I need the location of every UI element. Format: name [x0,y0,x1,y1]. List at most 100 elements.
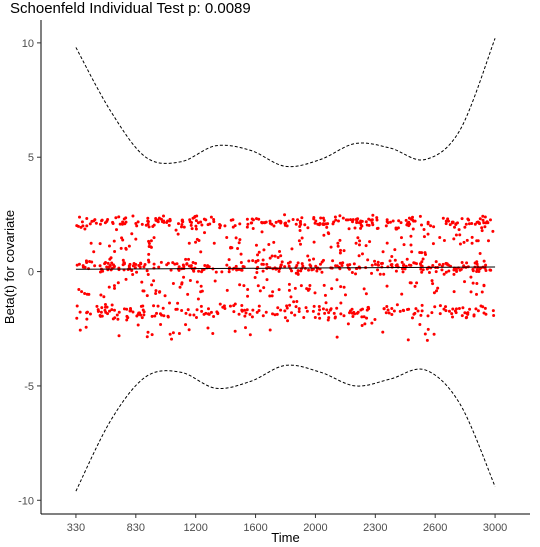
data-point [406,221,410,225]
data-point [122,307,126,311]
data-point [78,310,82,314]
data-point [99,310,103,314]
data-point [411,215,414,219]
data-point [261,262,265,266]
data-point [159,217,163,221]
data-point [268,328,272,332]
data-point [287,282,291,286]
data-point [283,265,287,269]
data-point [124,247,128,251]
data-point [323,293,327,297]
data-point [134,262,138,266]
data-point [85,224,89,228]
x-axis-title: Time [271,530,299,545]
data-point [294,222,298,226]
data-point [197,269,201,273]
data-point [444,261,448,265]
x-tick-label: 3000 [483,522,507,534]
data-point [272,224,276,228]
data-point [92,250,96,254]
data-point [199,250,203,254]
data-point [294,305,298,309]
data-point [131,264,135,268]
data-point [283,309,287,313]
data-point [98,222,102,226]
data-point [213,279,217,283]
data-point [105,265,109,269]
data-point [218,223,222,227]
data-point [410,316,414,320]
data-point [474,307,478,311]
data-point [327,232,331,236]
data-point [462,240,466,244]
data-point [291,218,295,222]
data-point [483,225,487,229]
data-point [167,223,171,227]
data-point [318,316,322,320]
data-point [471,267,475,271]
data-point [152,262,156,266]
data-point [261,314,265,318]
data-point [366,258,370,262]
data-point [466,312,470,316]
data-point [454,267,458,271]
data-point [402,263,406,267]
data-point [432,291,436,295]
data-point [444,222,448,226]
data-point [141,308,145,312]
data-point [296,218,300,222]
data-point [348,309,352,313]
data-point [463,225,467,229]
data-point [156,304,160,308]
data-point [338,251,342,255]
data-point [341,216,345,220]
data-point [319,216,323,220]
data-point [154,218,158,222]
data-point [271,312,275,316]
data-point [329,245,333,249]
data-point [286,319,290,323]
data-point [202,217,206,221]
data-point [434,260,438,264]
data-point [293,313,297,317]
data-point [426,220,430,224]
data-point [441,216,445,220]
data-point [343,293,347,297]
data-point [254,259,258,263]
data-point [481,305,485,309]
data-point [373,259,377,263]
data-point [300,262,304,266]
data-point [331,259,335,263]
data-point [330,287,334,291]
data-point [478,217,482,221]
data-point [220,270,224,274]
data-point [261,258,265,262]
data-point [418,214,422,218]
data-point [231,225,235,229]
data-point [253,275,257,279]
data-point [420,223,424,227]
data-point [150,333,154,337]
data-point [146,222,150,226]
data-point [100,314,104,318]
data-point [267,243,271,247]
data-point [189,221,193,225]
data-point [135,314,139,318]
data-point [465,261,469,265]
data-point [116,281,120,285]
data-point [178,285,182,289]
data-point [227,267,231,271]
data-point [78,328,82,332]
data-point [298,228,302,232]
data-point [446,217,450,221]
data-point [150,314,154,318]
data-point [342,285,346,289]
data-point [348,263,352,267]
data-point [412,312,416,316]
data-point [212,241,216,245]
data-point [203,263,207,267]
data-point [175,262,179,266]
data-point [143,262,147,266]
data-point [268,219,272,223]
data-point [486,239,490,243]
